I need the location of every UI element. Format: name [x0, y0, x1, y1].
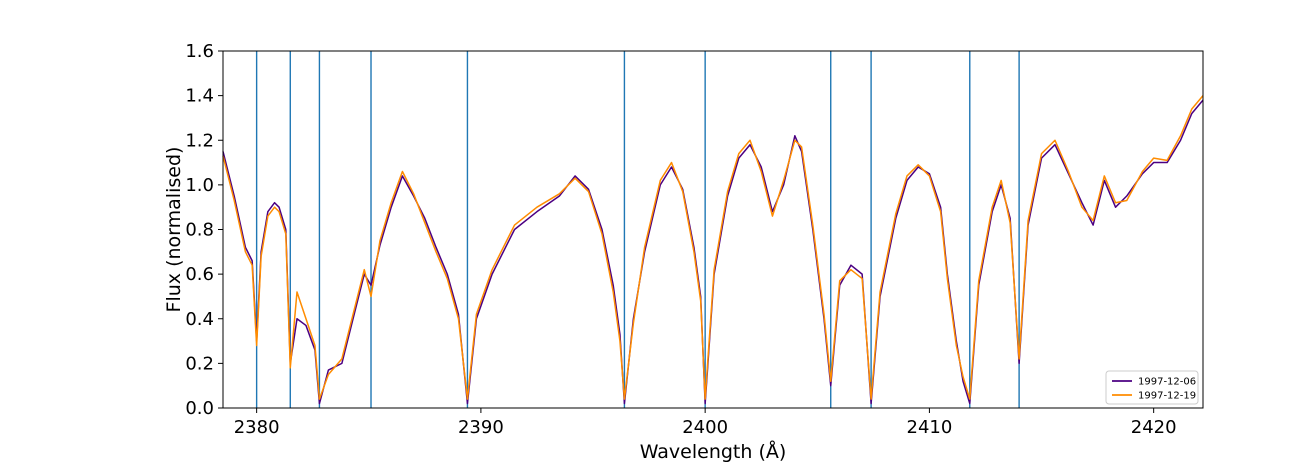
x-tick-label: 2380 [234, 417, 280, 438]
x-tick-label: 2410 [907, 417, 953, 438]
y-tick-label: 1.4 [185, 86, 214, 107]
y-tick-label: 0.0 [185, 398, 214, 419]
y-tick-label: 1.6 [185, 41, 214, 62]
y-axis-label: Flux (normalised) [163, 147, 185, 313]
plot-frame [222, 50, 1204, 409]
y-tick-label: 0.6 [185, 264, 214, 285]
x-axis-label: Wavelength (Å) [640, 440, 787, 463]
x-tick-label: 2400 [682, 417, 728, 438]
legend: 1997-12-06 1997-12-19 [1105, 370, 1199, 405]
plot-area [222, 51, 1204, 408]
x-tick-label: 2390 [458, 417, 504, 438]
x-tick-label: 2420 [1131, 417, 1177, 438]
series-line-1997-12-06 [222, 99, 1204, 405]
y-axis: 0.0 0.2 0.4 0.6 0.8 1.0 1.2 1.4 1.6 [185, 41, 223, 419]
legend-label: 1997-12-19 [1138, 391, 1196, 402]
x-axis: 2380 2390 2400 2410 2420 [234, 408, 1177, 438]
y-tick-label: 0.2 [185, 353, 214, 374]
y-tick-label: 0.8 [185, 220, 214, 241]
legend-label: 1997-12-06 [1138, 377, 1196, 388]
series-line-1997-12-19 [222, 95, 1204, 400]
y-tick-label: 1.0 [185, 175, 214, 196]
y-tick-label: 1.2 [185, 130, 214, 151]
y-tick-label: 0.4 [185, 309, 214, 330]
